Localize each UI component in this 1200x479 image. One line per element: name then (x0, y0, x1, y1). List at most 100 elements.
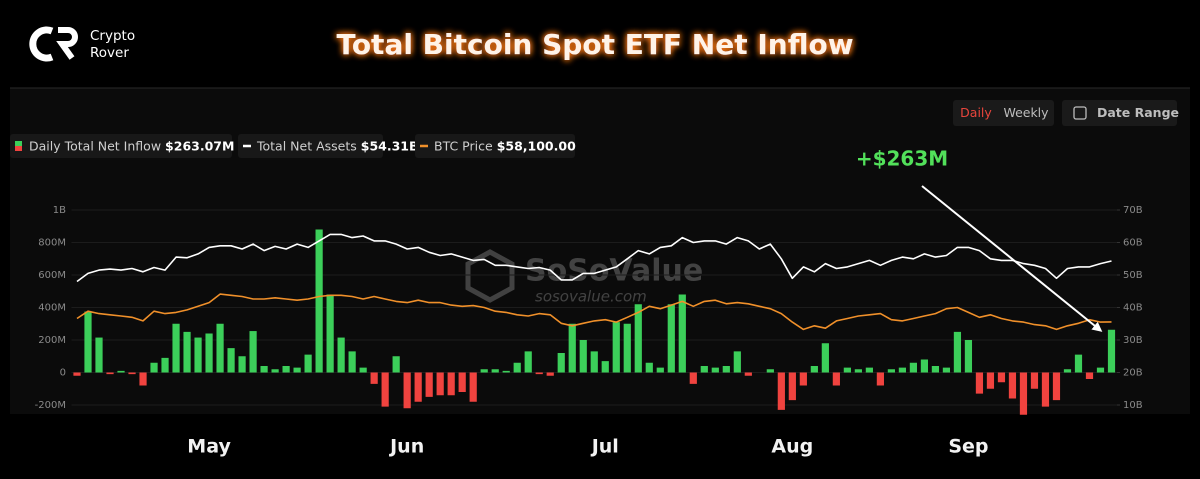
bar (282, 366, 290, 373)
bar (953, 331, 962, 373)
bar (216, 323, 224, 373)
bar (986, 372, 995, 389)
bar (876, 372, 884, 386)
bar (722, 366, 730, 373)
date-range-label[interactable]: Date Range (1097, 105, 1179, 120)
interval-toggle[interactable] (953, 100, 1054, 126)
bar (645, 362, 653, 373)
bar (106, 372, 114, 375)
y-tick-label: -200M (35, 400, 66, 411)
bar (480, 369, 488, 373)
bar (293, 367, 301, 373)
bar (964, 340, 973, 373)
bar (469, 372, 477, 402)
bar (711, 367, 719, 373)
bar (832, 372, 840, 386)
bar (315, 229, 323, 373)
bar (381, 372, 389, 407)
legend-icon (15, 141, 22, 146)
bar (183, 331, 191, 373)
bar (744, 372, 752, 376)
bar (128, 372, 136, 375)
y-tick-label: 0 (60, 368, 66, 379)
bar (1019, 372, 1028, 415)
bar (1096, 367, 1105, 373)
x-tick-label: Aug (771, 436, 813, 458)
line-series (76, 233, 1112, 283)
bar (689, 372, 697, 384)
bar (733, 351, 741, 373)
bar (799, 372, 807, 386)
bar (821, 343, 829, 373)
bar (414, 372, 422, 402)
bar (535, 372, 543, 375)
brand-line: Crypto (90, 28, 135, 44)
date-range-button[interactable] (1062, 100, 1177, 126)
bar (997, 372, 1006, 383)
bar (590, 351, 598, 373)
legend-item (415, 134, 575, 158)
legend-label: Total Net Assets (256, 139, 357, 154)
legend-item (238, 134, 383, 158)
bar (1008, 372, 1017, 399)
bar (678, 294, 686, 373)
annotation: +$263M (856, 147, 948, 171)
bar (788, 372, 796, 401)
annotation-arrow (921, 185, 1103, 332)
x-tick-label: Jun (388, 436, 424, 458)
bar (491, 369, 499, 373)
legend-value: $263.07M (165, 139, 234, 154)
bar (1085, 372, 1094, 379)
bar (227, 348, 235, 373)
y2-tick-label: 10B (1123, 400, 1143, 411)
bar (73, 372, 81, 376)
bar (667, 304, 675, 373)
bar (1063, 369, 1072, 373)
y-tick-label: 200M (38, 335, 66, 346)
bar (942, 367, 951, 373)
bar (843, 367, 851, 373)
y2-tick-label: 40B (1123, 303, 1143, 314)
y2-tick-label: 30B (1123, 335, 1143, 346)
legend-value: $54.31B (361, 139, 419, 154)
bar (557, 353, 565, 373)
bar (1041, 372, 1050, 407)
bar (458, 372, 466, 392)
bar (392, 356, 400, 373)
bar (205, 333, 213, 373)
bar (766, 369, 774, 373)
logo-r (56, 27, 78, 60)
bar (623, 323, 631, 373)
bar (271, 369, 279, 373)
watermark: SoSoValue sosovalue.com (465, 249, 703, 306)
y-tick-label: 1B (53, 205, 66, 216)
bar (249, 331, 257, 373)
interval-button[interactable]: Weekly (1003, 105, 1049, 120)
bar (139, 372, 147, 386)
watermark-url: sosovalue.com (535, 288, 647, 306)
x-tick-label: May (187, 436, 231, 458)
bar (447, 372, 455, 396)
interval-button[interactable]: Daily (960, 105, 992, 120)
y2-tick-label: 50B (1123, 270, 1143, 281)
bar (194, 337, 202, 373)
bar (403, 372, 411, 409)
bar (1052, 372, 1061, 401)
calendar-icon (1073, 106, 1087, 120)
legend-value: $58,100.00 (497, 139, 576, 154)
bar (95, 337, 103, 373)
bar (612, 322, 620, 373)
bar (172, 323, 180, 373)
bar (579, 340, 587, 373)
bar (920, 359, 929, 373)
bar (656, 367, 664, 373)
bar (84, 311, 92, 373)
bar (1074, 354, 1083, 373)
y-tick-label: 800M (38, 238, 66, 249)
bar (568, 323, 576, 373)
legend-label: Daily Total Net Inflow (29, 139, 161, 154)
x-tick-label: Jul (590, 436, 619, 458)
legend-item (10, 134, 232, 158)
bar (304, 354, 312, 373)
